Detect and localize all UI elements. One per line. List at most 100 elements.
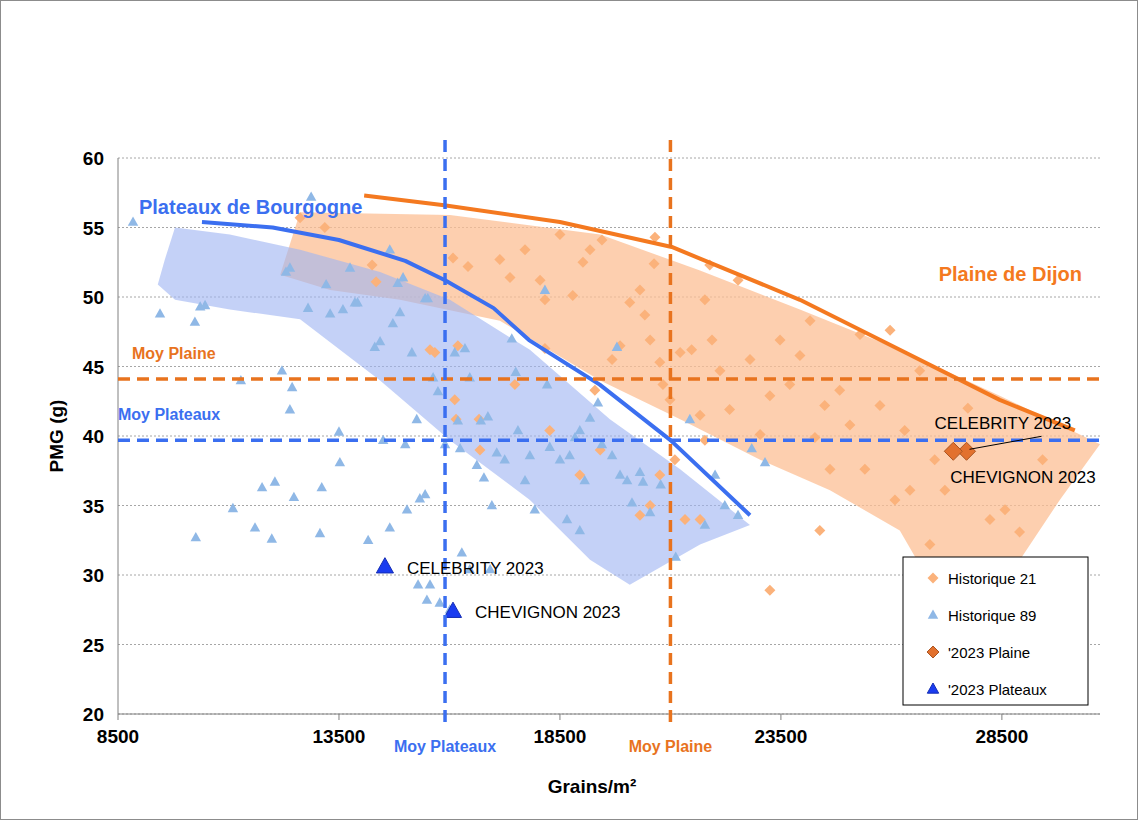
point [564,450,574,459]
point [494,254,505,265]
point [575,425,585,434]
y-tick-label: 20 [83,704,104,725]
reference-label: Moy Plateaux [118,406,220,423]
point [794,350,805,361]
point-label: CELEBRITY 2023 [407,559,544,578]
point [425,344,436,355]
point [363,535,373,544]
point [984,514,995,525]
point [520,244,531,255]
y-tick-label: 60 [83,148,104,169]
point [457,547,467,556]
point [190,317,200,326]
point [455,443,465,452]
plot-area [128,191,1100,617]
point [612,342,622,351]
reference-line [669,140,673,726]
point [554,229,565,240]
point [775,335,786,346]
grid-line [118,714,1100,715]
point [287,382,297,391]
point [395,307,405,316]
point [635,467,645,476]
legend-label: Historique 21 [948,570,1036,587]
point [844,419,855,430]
point [680,514,691,525]
point [289,492,299,501]
point [999,504,1010,515]
point [939,485,950,496]
point [596,235,607,246]
point [412,414,422,423]
point [450,347,460,356]
label-leader [970,436,1042,449]
point [615,469,625,478]
reference-line [443,140,447,726]
point [764,585,775,596]
point [535,275,546,286]
point [929,454,940,465]
point [449,394,460,405]
point [962,403,973,414]
point [607,450,617,459]
y-tick-label: 25 [83,635,105,656]
point [654,469,665,480]
point [747,443,757,452]
legend-marker [928,573,939,584]
x-tick-label: 23500 [754,726,807,747]
reference-line [118,438,1100,442]
grid [118,158,1100,714]
point [645,507,655,516]
curve [364,196,1075,431]
point [914,365,925,376]
y-tick-label: 30 [83,565,104,586]
point [675,347,686,358]
point [874,400,885,411]
x-tick [780,714,781,720]
point [1014,526,1025,537]
point [511,367,521,376]
point [303,303,313,312]
point [744,354,755,365]
point [483,411,493,420]
point [724,404,735,415]
point [513,425,523,434]
point [447,253,458,264]
point [479,472,489,481]
point [714,365,725,376]
point [321,279,331,288]
point [285,404,295,413]
reference-label: Moy Plaine [629,738,713,755]
point [622,475,632,484]
point [472,460,482,469]
point [585,412,595,421]
point [720,500,730,509]
point [685,414,695,423]
point [422,595,432,604]
point [257,482,267,491]
legend-label: Historique 89 [948,607,1036,624]
point [924,539,935,550]
point-label: CHEVIGNON 2023 [475,603,621,622]
point [345,262,355,271]
curve-label: Plateaux de Bourgogne [139,196,362,218]
point [706,335,717,346]
point [760,457,770,466]
y-tick-label: 45 [83,357,105,378]
chart-border [1,1,1138,820]
point [285,262,295,271]
point [819,400,830,411]
point [413,579,423,588]
point [375,336,385,345]
point [700,519,710,528]
point [433,386,443,395]
point [624,297,635,308]
point [904,485,915,496]
point [250,522,260,531]
point [1037,454,1048,465]
point [423,293,433,302]
point [525,450,535,459]
point [814,525,825,536]
point [385,522,395,531]
chart: 2025303540455055608500135001850023500285… [0,0,1138,820]
